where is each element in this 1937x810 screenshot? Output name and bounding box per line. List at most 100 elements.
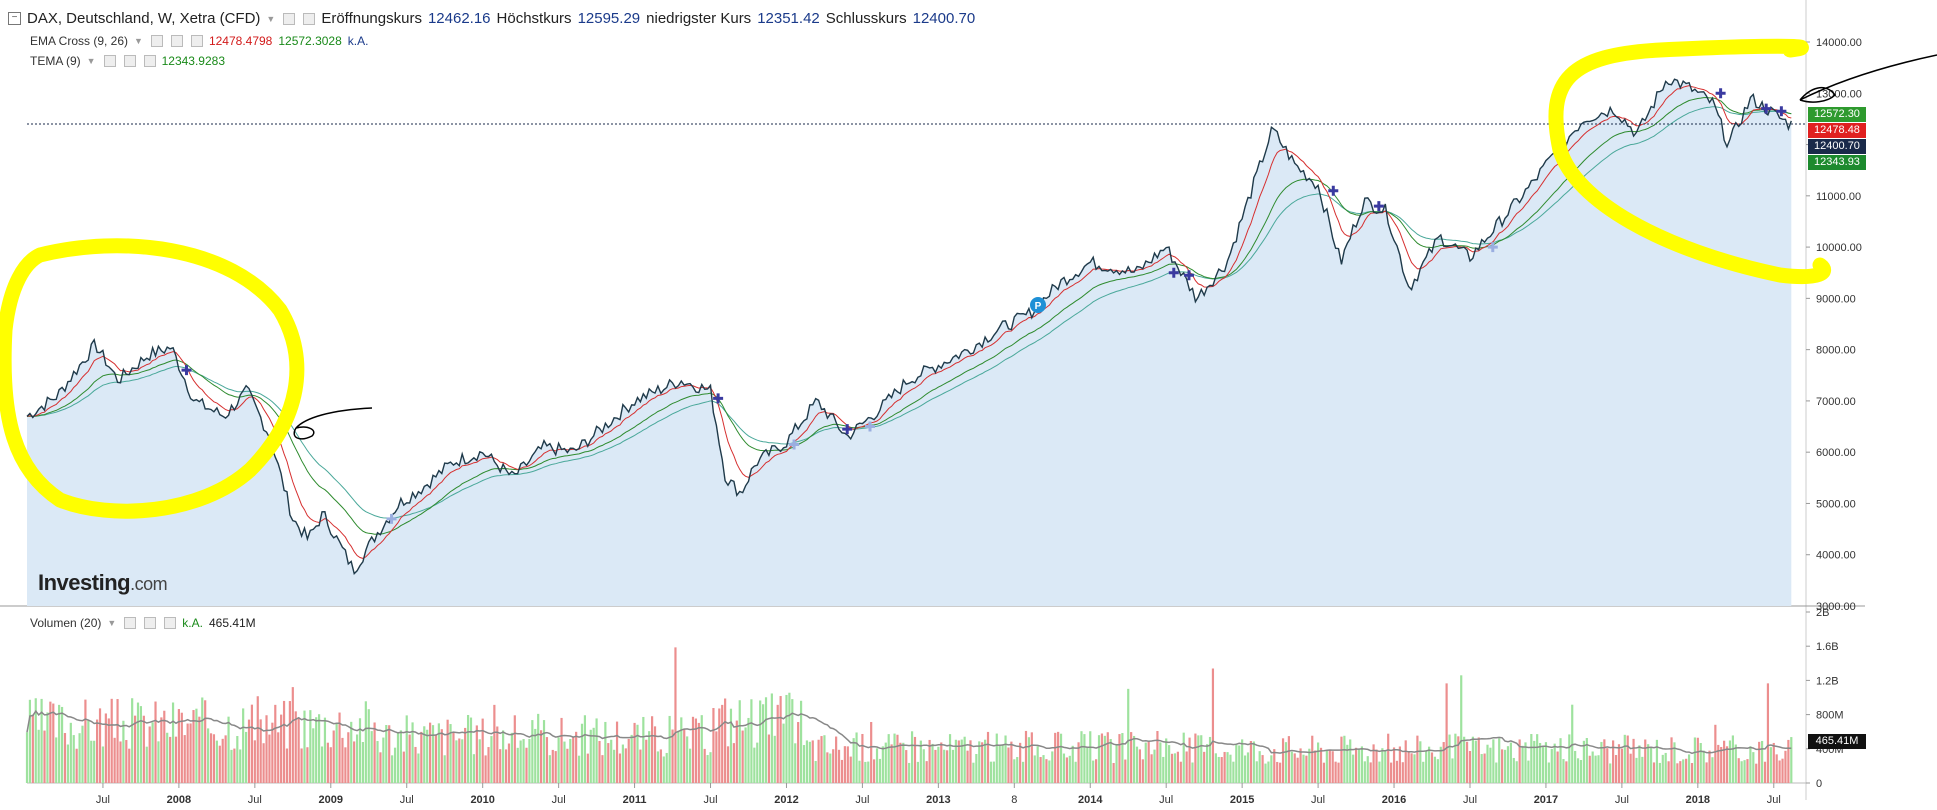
volume-bar bbox=[1766, 683, 1770, 783]
settings-icon[interactable] bbox=[150, 35, 163, 47]
volume-bar bbox=[405, 715, 408, 783]
volume-bar bbox=[972, 762, 975, 783]
close-icon[interactable] bbox=[164, 617, 177, 629]
volume-bar bbox=[645, 739, 648, 783]
volume-bar bbox=[788, 692, 791, 783]
volume-bar bbox=[656, 751, 660, 783]
volume-bar bbox=[481, 718, 484, 783]
volume-bar bbox=[674, 647, 677, 783]
volume-bar bbox=[884, 742, 887, 783]
volume-bar bbox=[446, 719, 449, 783]
volume-bar bbox=[1477, 737, 1480, 783]
volume-bar bbox=[1176, 751, 1179, 783]
close-icon[interactable] bbox=[190, 35, 203, 47]
volume-bar bbox=[119, 741, 122, 783]
volume-bar bbox=[1349, 739, 1352, 783]
volume-bar bbox=[1127, 688, 1130, 783]
volume-bar bbox=[449, 724, 452, 783]
volume-bar bbox=[125, 740, 128, 783]
volume-bar bbox=[928, 739, 931, 783]
volume-bar bbox=[580, 723, 584, 783]
volume-bar bbox=[1276, 761, 1279, 783]
volume-bar bbox=[1042, 755, 1045, 783]
chevron-down-icon[interactable]: ▼ bbox=[86, 56, 96, 66]
collapse-icon[interactable]: − bbox=[8, 12, 21, 25]
ema-label[interactable]: EMA Cross (9, 26) bbox=[30, 34, 129, 48]
volume-bar bbox=[551, 749, 554, 783]
volume-bar bbox=[496, 726, 499, 783]
chevron-down-icon[interactable]: ▼ bbox=[266, 13, 276, 24]
volume-bar bbox=[770, 693, 773, 783]
chevron-down-icon[interactable]: ▼ bbox=[107, 618, 117, 628]
volume-bar bbox=[353, 741, 356, 783]
symbol-title[interactable]: DAX, Deutschland, W, Xetra (CFD) bbox=[27, 10, 261, 27]
close-value: 12400.70 bbox=[912, 10, 976, 27]
volume-bar bbox=[712, 708, 715, 783]
settings-icon[interactable] bbox=[124, 617, 137, 629]
volume-bar bbox=[1597, 755, 1600, 783]
volume-bar bbox=[1334, 761, 1337, 783]
volume-bar bbox=[1141, 759, 1144, 783]
volume-bar bbox=[1308, 748, 1311, 783]
volume-bar bbox=[96, 719, 99, 783]
volume-bar bbox=[1658, 762, 1661, 783]
visibility-icon[interactable] bbox=[303, 12, 316, 25]
volume-bar bbox=[1316, 742, 1320, 783]
volume-bar bbox=[837, 749, 841, 783]
volume-bar bbox=[1165, 738, 1168, 783]
volume-bar bbox=[101, 746, 105, 783]
volume-bar bbox=[1331, 751, 1334, 783]
close-icon[interactable] bbox=[143, 55, 156, 67]
volume-bar bbox=[764, 697, 768, 783]
visibility-icon[interactable] bbox=[123, 55, 136, 67]
volume-bar bbox=[773, 735, 776, 783]
ema-slow-line bbox=[26, 96, 1792, 535]
volume-bar bbox=[835, 736, 838, 783]
volume-bar bbox=[1410, 753, 1413, 783]
volume-bar bbox=[1714, 724, 1717, 783]
volume-bar bbox=[1054, 732, 1057, 783]
time-tick-label: Jul bbox=[1311, 794, 1325, 806]
time-tick-label: 2013 bbox=[926, 794, 950, 806]
volume-bar bbox=[902, 742, 905, 783]
volume-bar bbox=[797, 722, 800, 783]
volume-bar bbox=[1784, 750, 1787, 783]
volume-bar bbox=[981, 742, 984, 783]
volume-bar bbox=[464, 727, 467, 783]
volume-bar bbox=[598, 741, 601, 783]
volume-bar bbox=[1223, 751, 1226, 783]
volume-bar bbox=[683, 728, 686, 783]
volume-bar bbox=[1340, 736, 1343, 783]
volume-bar bbox=[697, 722, 700, 783]
volume-bar bbox=[948, 734, 952, 783]
volume-bar bbox=[1430, 752, 1434, 783]
tema-label[interactable]: TEMA (9) bbox=[30, 54, 81, 68]
volume-bar bbox=[1182, 732, 1185, 783]
time-tick-label: 2008 bbox=[167, 794, 191, 806]
volume-bar bbox=[221, 738, 224, 783]
volume-bar bbox=[1346, 744, 1349, 783]
signal-marker bbox=[1168, 267, 1179, 278]
volume-bar bbox=[665, 752, 668, 783]
volume-bar bbox=[1314, 750, 1317, 783]
volume-label[interactable]: Volumen (20) bbox=[30, 616, 102, 630]
volume-bar bbox=[1512, 757, 1515, 783]
volume-bar bbox=[621, 744, 624, 783]
volume-bar bbox=[1001, 744, 1004, 783]
volume-bar bbox=[1536, 734, 1539, 783]
volume-bar bbox=[396, 732, 400, 783]
chevron-down-icon[interactable]: ▼ bbox=[134, 36, 143, 46]
visibility-icon[interactable] bbox=[144, 617, 157, 629]
volume-bar bbox=[1062, 753, 1066, 783]
visibility-icon[interactable] bbox=[170, 35, 183, 47]
volume-bar bbox=[294, 711, 297, 783]
settings-icon[interactable] bbox=[283, 12, 296, 25]
volume-bar bbox=[1521, 745, 1524, 783]
volume-bar bbox=[1019, 742, 1022, 783]
volume-bar bbox=[700, 715, 703, 783]
volume-bar bbox=[779, 696, 782, 783]
settings-icon[interactable] bbox=[103, 55, 116, 67]
volume-bar bbox=[1579, 759, 1583, 783]
volume-bar bbox=[1620, 748, 1623, 783]
